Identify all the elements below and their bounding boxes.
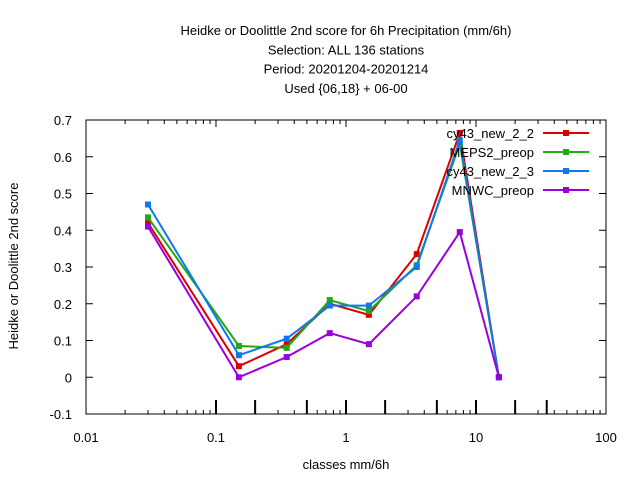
- data-point: [365, 341, 372, 348]
- chart-title: Heidke or Doolittle 2nd score for 6h Pre…: [181, 23, 512, 96]
- x-tick-label: 100: [595, 430, 617, 445]
- data-point: [283, 344, 290, 351]
- y-tick-label: 0.6: [54, 150, 72, 165]
- data-point: [145, 201, 152, 208]
- x-tick-label: 0.01: [73, 430, 98, 445]
- x-axis-label: classes mm/6h: [303, 457, 390, 472]
- data-point: [495, 374, 502, 381]
- data-point: [326, 297, 333, 304]
- data-point: [235, 343, 242, 350]
- data-point: [365, 308, 372, 315]
- data-point: [326, 330, 333, 337]
- y-tick-label: 0.5: [54, 187, 72, 202]
- x-tick-label: 1: [342, 430, 349, 445]
- data-point: [413, 293, 420, 300]
- data-point: [365, 302, 372, 309]
- series-line-cy43_new_2_2: [147, 132, 500, 378]
- x-axis: 0.01 0.1 1 10 100: [73, 120, 617, 445]
- legend-swatch-marker: [563, 187, 569, 193]
- legend-label: cy43_new_2_3: [447, 164, 534, 179]
- title-line: Selection: ALL 136 stations: [268, 42, 425, 57]
- data-point: [235, 374, 242, 381]
- data-point: [413, 251, 420, 258]
- data-point: [365, 311, 372, 318]
- series: [145, 129, 502, 381]
- series-line-MNWC_preop: [147, 226, 500, 379]
- series-line-cy43_new_2_3: [147, 139, 500, 378]
- y-axis-label: Heidke or Doolittle 2nd score: [6, 183, 21, 350]
- y-tick-label: 0.7: [54, 113, 72, 128]
- y-tick-label: 0.4: [54, 223, 72, 238]
- legend-label: MEPS2_preop: [449, 145, 534, 160]
- data-point: [235, 363, 242, 370]
- title-line: Heidke or Doolittle 2nd score for 6h Pre…: [181, 23, 512, 38]
- legend-label: MNWC_preop: [452, 183, 534, 198]
- data-point: [456, 129, 463, 136]
- data-point: [145, 214, 152, 221]
- legend: cy43_new_2_2 MEPS2_preop cy43_new_2_3 MNWC_…: [447, 126, 589, 198]
- legend-swatch-marker: [563, 149, 569, 155]
- y-tick-label: 0.1: [54, 334, 72, 349]
- y-axis: -0.1 0 0.1 0.2 0.3 0.4 0.5 0.6 0.7: [50, 113, 606, 422]
- data-point: [456, 137, 463, 144]
- class-boundary-marks: [215, 400, 548, 414]
- data-point: [283, 354, 290, 361]
- title-line: Period: 20201204-20201214: [264, 62, 429, 77]
- y-tick-label: 0: [65, 370, 72, 385]
- y-tick-label: 0.3: [54, 260, 72, 275]
- data-point: [235, 352, 242, 359]
- data-point: [413, 264, 420, 270]
- data-point: [283, 335, 290, 342]
- title-line: Used {06,18} + 06-00: [284, 81, 407, 96]
- y-tick-label: -0.1: [50, 407, 72, 422]
- data-point: [283, 341, 290, 348]
- x-tick-label: 0.1: [207, 430, 225, 445]
- legend-swatch-marker: [563, 130, 569, 136]
- data-point: [326, 302, 333, 309]
- x-tick-label: 10: [469, 430, 483, 445]
- legend-swatch-marker: [563, 168, 569, 174]
- data-point: [456, 229, 463, 236]
- y-tick-label: 0.2: [54, 297, 72, 312]
- legend-label: cy43_new_2_2: [447, 126, 534, 141]
- data-point: [145, 219, 152, 226]
- data-point: [145, 223, 152, 230]
